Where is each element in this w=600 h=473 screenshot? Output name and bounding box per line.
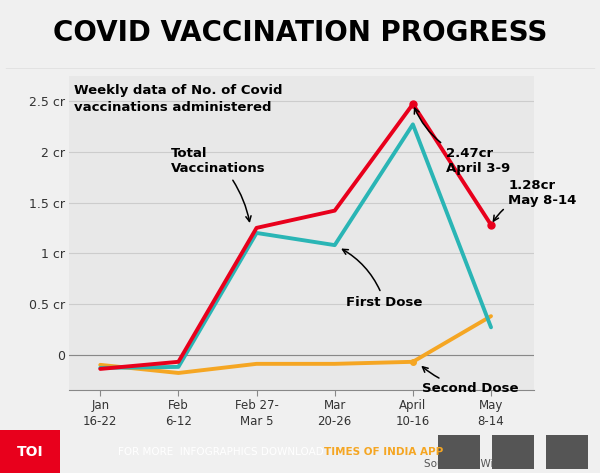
Bar [438, 435, 480, 469]
Text: TIMES OF INDIA APP: TIMES OF INDIA APP [325, 447, 443, 457]
Text: 2.47cr
April 3-9: 2.47cr April 3-9 [415, 108, 510, 175]
Text: COVID VACCINATION PROGRESS: COVID VACCINATION PROGRESS [53, 19, 547, 47]
Text: Second Dose: Second Dose [422, 367, 519, 395]
Text: Total
Vaccinations: Total Vaccinations [170, 147, 265, 221]
Text: Weekly data of No. of Covid
vaccinations administered: Weekly data of No. of Covid vaccinations… [74, 84, 282, 114]
Text: TOI: TOI [17, 445, 43, 459]
Bar [0, 430, 60, 473]
Text: FOR MORE  INFOGRAPHICS DOWNLOAD: FOR MORE INFOGRAPHICS DOWNLOAD [118, 447, 326, 457]
Text: First Dose: First Dose [343, 249, 423, 309]
Text: 1.28cr
May 8-14: 1.28cr May 8-14 [493, 179, 577, 221]
Bar [492, 435, 534, 469]
Bar [546, 435, 588, 469]
Text: Source: CoWin portal: Source: CoWin portal [424, 459, 534, 469]
